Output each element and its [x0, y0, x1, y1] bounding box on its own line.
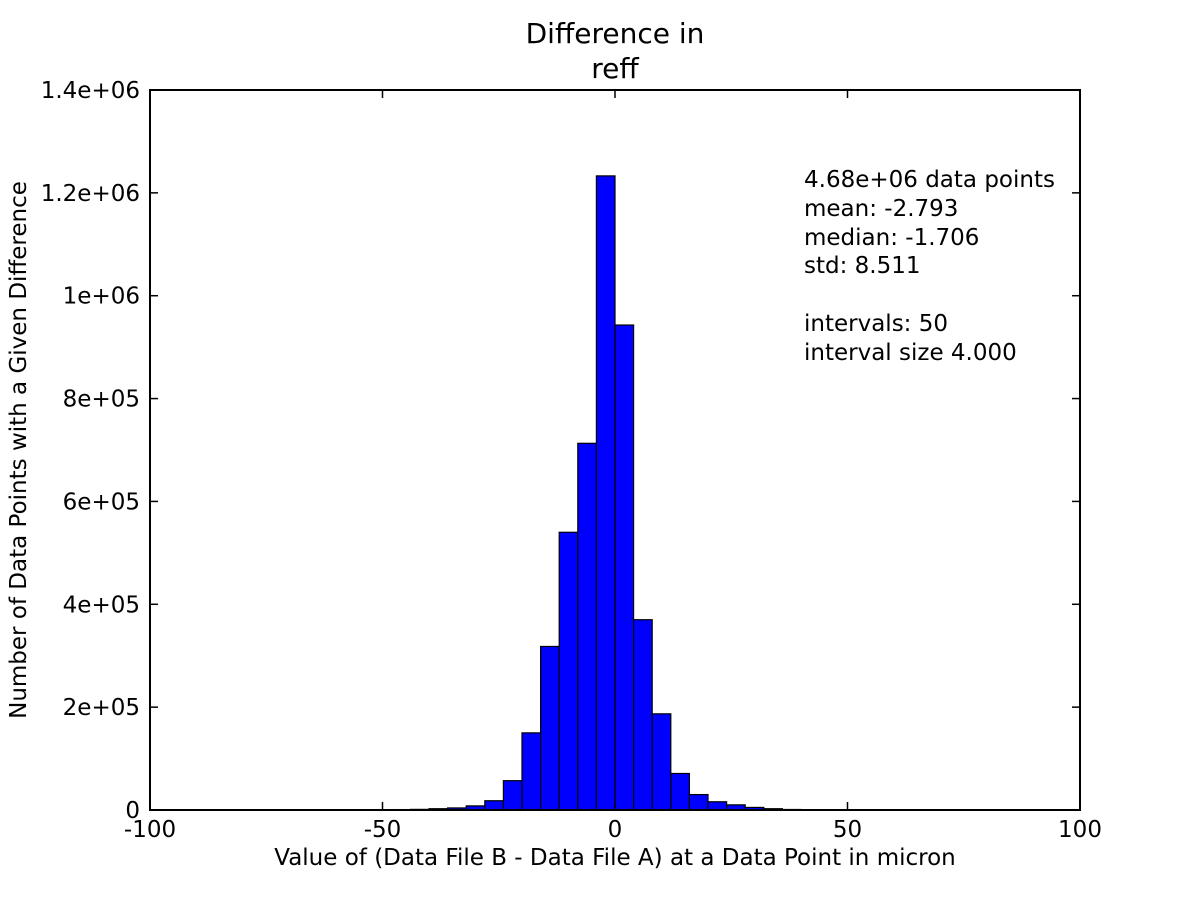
bars-layer	[355, 176, 839, 810]
y-tick-label: 4e+05	[63, 592, 140, 618]
histogram-bar	[559, 532, 578, 810]
chart-title-line-1: Difference in	[526, 17, 705, 50]
x-tick-label: 50	[833, 817, 862, 843]
histogram-bar	[485, 801, 504, 810]
y-tick-label: 2e+05	[63, 695, 140, 721]
chart-title-line-2: reff	[591, 52, 639, 85]
x-tick-label: -50	[364, 817, 402, 843]
stats-line-interval-size: interval size 4.000	[804, 340, 1017, 366]
histogram-bar	[596, 176, 615, 810]
histogram-bar	[708, 802, 727, 810]
histogram-bar	[503, 781, 522, 810]
x-tick-label: 0	[608, 817, 623, 843]
histogram-bar	[578, 443, 597, 810]
histogram-bar	[689, 795, 708, 810]
histogram-bar	[522, 733, 541, 810]
y-tick-label: 0	[125, 798, 140, 824]
x-tick-label: 100	[1058, 817, 1102, 843]
x-axis-label: Value of (Data File B - Data File A) at …	[274, 845, 956, 871]
y-tick-label: 1e+06	[63, 284, 140, 310]
y-tick-label: 8e+05	[63, 387, 140, 413]
stats-line-data-points: 4.68e+06 data points	[804, 167, 1055, 193]
y-tick-label: 6e+05	[63, 489, 140, 515]
histogram-bar	[541, 646, 560, 810]
histogram-bar	[615, 325, 634, 810]
y-tick-label: 1.4e+06	[41, 78, 140, 104]
stats-line-mean: mean: -2.793	[804, 196, 958, 222]
histogram-bar	[671, 773, 690, 810]
histogram-bar	[634, 620, 653, 810]
histogram-bar	[652, 714, 671, 810]
stats-line-median: median: -1.706	[804, 225, 979, 251]
y-axis-label: Number of Data Points with a Given Diffe…	[6, 181, 32, 719]
stats-line-intervals: intervals: 50	[804, 311, 948, 337]
stats-line-std: std: 8.511	[804, 253, 921, 279]
y-tick-label: 1.2e+06	[41, 181, 140, 207]
